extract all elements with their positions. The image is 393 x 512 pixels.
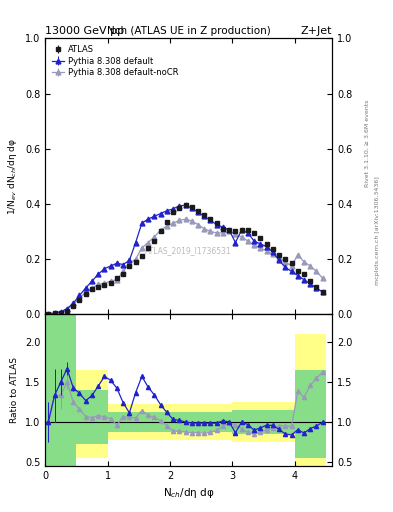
Text: Rivet 3.1.10, ≥ 3.6M events: Rivet 3.1.10, ≥ 3.6M events <box>365 100 370 187</box>
Text: 13000 GeV pp: 13000 GeV pp <box>45 26 124 36</box>
Legend: ATLAS, Pythia 8.308 default, Pythia 8.308 default-noCR: ATLAS, Pythia 8.308 default, Pythia 8.30… <box>50 42 181 79</box>
Y-axis label: Ratio to ATLAS: Ratio to ATLAS <box>10 357 19 423</box>
Text: ATLAS_2019_I1736531: ATLAS_2019_I1736531 <box>145 246 232 255</box>
Title: Nch (ATLAS UE in Z production): Nch (ATLAS UE in Z production) <box>107 26 270 36</box>
Text: mcplots.cern.ch [arXiv:1306.3436]: mcplots.cern.ch [arXiv:1306.3436] <box>375 176 380 285</box>
X-axis label: N$_{ch}$/dη dφ: N$_{ch}$/dη dφ <box>163 486 215 500</box>
Y-axis label: 1/N$_{ev}$ dN$_{ch}$/dη dφ: 1/N$_{ev}$ dN$_{ch}$/dη dφ <box>6 138 19 215</box>
Text: Z+Jet: Z+Jet <box>301 26 332 36</box>
